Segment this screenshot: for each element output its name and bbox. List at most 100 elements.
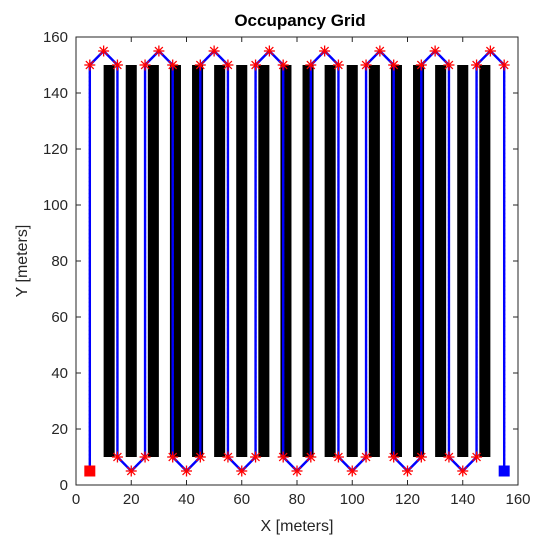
path-sample-point xyxy=(171,375,174,379)
path-sample-point xyxy=(392,295,395,299)
path-sample-point xyxy=(364,211,368,215)
path-sample-point xyxy=(88,96,91,99)
path-sample-point xyxy=(392,291,395,295)
path-sample-point xyxy=(364,287,368,291)
path-sample-point xyxy=(282,343,285,347)
path-sample-point xyxy=(475,335,478,339)
path-sample-point xyxy=(143,83,147,87)
path-sample-point xyxy=(282,171,285,175)
path-sample-point xyxy=(199,99,202,103)
path-sample-point xyxy=(364,395,368,399)
path-sample-point xyxy=(420,231,423,235)
path-sample-point xyxy=(503,176,506,179)
path-sample-point xyxy=(475,227,478,231)
path-sample-point xyxy=(171,323,174,327)
path-sample-point xyxy=(337,383,340,387)
path-sample-point xyxy=(254,279,257,283)
path-sample-point xyxy=(503,140,506,143)
path-sample-point xyxy=(226,139,230,143)
path-sample-point xyxy=(475,319,478,323)
path-sample-point xyxy=(199,447,202,451)
path-sample-point xyxy=(475,91,478,95)
path-sample-point xyxy=(199,227,202,231)
path-sample-point xyxy=(88,369,91,372)
path-sample-point xyxy=(199,83,202,87)
path-sample-point xyxy=(503,196,506,199)
obstacle-bar-4 xyxy=(169,65,181,457)
path-sample-point xyxy=(475,95,478,99)
path-sample-point xyxy=(116,351,119,355)
path-sample-point xyxy=(420,331,423,335)
path-sample-point xyxy=(364,171,368,175)
path-sample-point xyxy=(116,383,119,387)
path-sample-point xyxy=(254,239,257,243)
path-sample-point xyxy=(254,371,257,375)
path-sample-point xyxy=(392,323,395,327)
path-sample-point xyxy=(337,127,340,131)
path-sample-point xyxy=(309,275,312,279)
path-sample-point xyxy=(282,79,285,83)
path-sample-point xyxy=(447,215,451,219)
path-sample-point xyxy=(475,287,478,291)
path-sample-point xyxy=(116,435,119,439)
path-sample-point xyxy=(199,323,202,327)
waypoint-marker xyxy=(84,59,96,71)
path-sample-point xyxy=(143,203,147,207)
path-sample-point xyxy=(392,271,395,275)
path-sample-point xyxy=(199,147,202,151)
path-sample-point xyxy=(123,462,126,466)
path-sample-point xyxy=(171,427,174,431)
path-sample-point xyxy=(364,347,368,351)
path-sample-point xyxy=(503,305,506,308)
path-sample-point xyxy=(420,175,423,179)
path-sample-point xyxy=(364,111,368,115)
path-sample-point xyxy=(116,131,119,135)
obstacle-bar-16 xyxy=(435,65,447,457)
path-sample-point xyxy=(143,375,147,379)
path-sample-point xyxy=(226,119,230,123)
path-sample-point xyxy=(254,315,257,319)
path-sample-point xyxy=(475,131,478,135)
path-sample-point xyxy=(199,175,202,179)
path-sample-point xyxy=(171,335,174,339)
path-sample-point xyxy=(420,103,423,107)
path-sample-point xyxy=(447,327,451,331)
path-sample-point xyxy=(503,272,506,276)
path-sample-point xyxy=(503,345,506,348)
path-sample-point xyxy=(199,295,202,299)
path-sample-point xyxy=(254,119,257,123)
path-sample-point xyxy=(199,339,202,343)
y-tick-label: 140 xyxy=(43,85,68,102)
path-sample-point xyxy=(420,443,423,447)
path-sample-point xyxy=(503,156,506,159)
path-sample-point xyxy=(226,427,230,431)
path-sample-point xyxy=(420,323,423,327)
path-sample-point xyxy=(88,345,91,348)
path-sample-point xyxy=(171,207,174,211)
path-sample-point xyxy=(226,195,230,199)
path-sample-point xyxy=(282,427,285,431)
path-sample-point xyxy=(199,187,202,191)
path-sample-point xyxy=(364,443,368,447)
path-sample-point xyxy=(199,91,202,95)
path-sample-point xyxy=(199,243,202,247)
path-sample-point xyxy=(392,435,395,439)
path-sample-point xyxy=(447,203,451,207)
path-sample-point xyxy=(226,363,230,367)
path-sample-point xyxy=(392,135,395,139)
path-sample-point xyxy=(309,323,312,327)
path-sample-point xyxy=(282,267,285,271)
path-sample-point xyxy=(254,147,257,151)
path-sample-point xyxy=(447,227,451,231)
path-sample-point xyxy=(503,160,506,163)
path-sample-point xyxy=(447,299,451,303)
path-sample-point xyxy=(254,127,257,131)
path-sample-point xyxy=(88,108,91,111)
path-sample-point xyxy=(282,111,285,115)
path-sample-point xyxy=(282,167,285,171)
path-sample-point xyxy=(226,335,230,339)
path-sample-point xyxy=(309,311,312,315)
path-sample-point xyxy=(309,135,312,139)
path-sample-point xyxy=(309,379,312,383)
